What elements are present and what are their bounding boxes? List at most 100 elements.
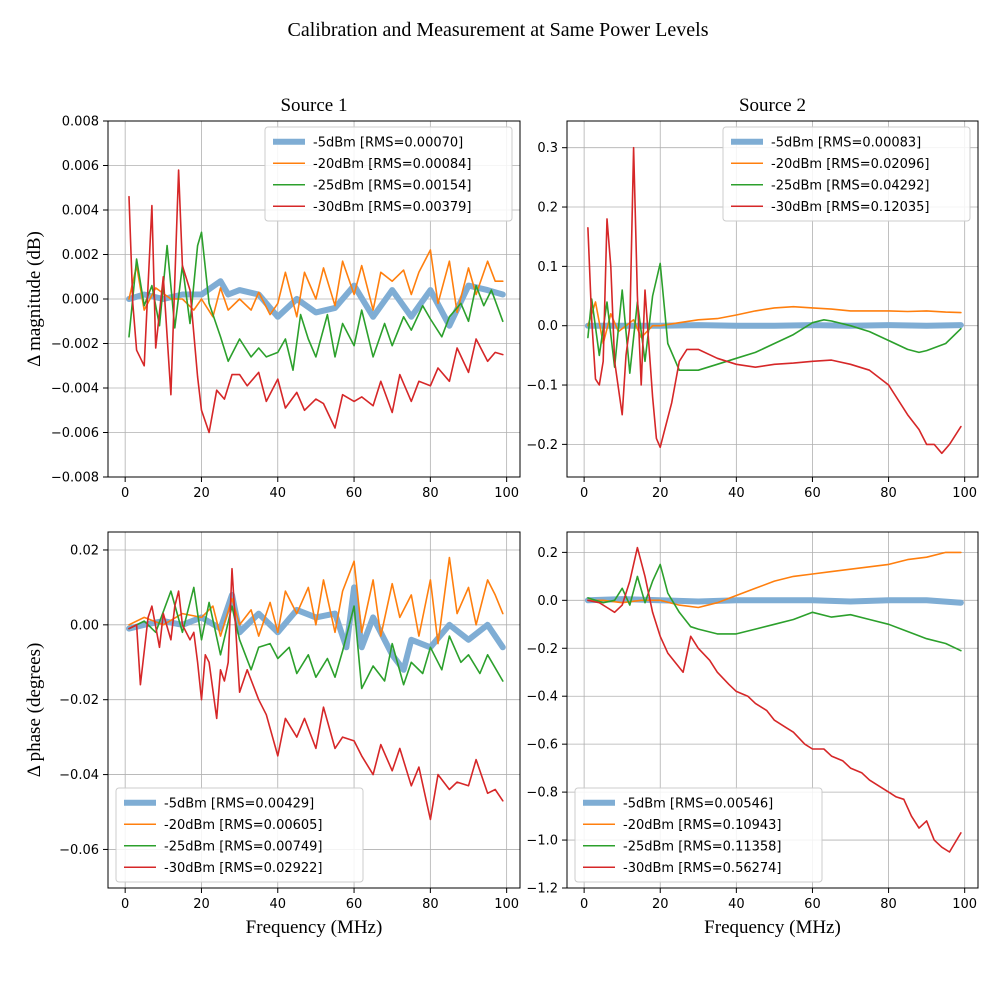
y-tick-label: −0.004 xyxy=(51,382,99,397)
legend-label: -5dBm [RMS=0.00083] xyxy=(771,135,921,150)
y-tick-label: 0.0 xyxy=(537,594,558,609)
panel-title: Source 2 xyxy=(739,95,806,116)
panel-mag_src2: 0 20 40 60 80 100 −0.2 −0.1 0.0 0.1 0.2 0.3 Source 2… xyxy=(526,95,979,501)
x-tick-label: 100 xyxy=(952,897,977,912)
x-tick-label: 60 xyxy=(346,486,363,501)
x-tick-label: 100 xyxy=(494,486,519,501)
y-tick-label: −0.008 xyxy=(51,471,99,486)
legend-label: -25dBm [RMS=0.11358] xyxy=(623,839,782,854)
y-tick-label: −0.2 xyxy=(526,438,558,453)
x-tick-label: 0 xyxy=(580,897,588,912)
legend-label: -30dBm [RMS=0.00379] xyxy=(313,200,472,215)
legend: -5dBm [RMS=0.00546] -20dBm [RMS=0.10943] -… xyxy=(574,787,823,883)
x-axis-label: Frequency (MHz) xyxy=(246,917,383,938)
legend-label: -30dBm [RMS=0.12035] xyxy=(771,200,930,215)
y-tick-label: 0.0 xyxy=(537,319,558,334)
series-line-3 xyxy=(128,169,504,434)
panel-title: Source 1 xyxy=(280,95,347,116)
series-line-0 xyxy=(126,278,506,329)
y-tick-label: −0.6 xyxy=(526,738,558,753)
y-axis-label: Δ phase (degrees) xyxy=(24,643,45,778)
panel-mag_src1: 0 20 40 60 80 100 −0.008 −0.006 −0.004 −0.002 0.00… xyxy=(24,95,521,501)
legend-label: -20dBm [RMS=0.00605] xyxy=(164,818,323,833)
series-line-1 xyxy=(587,301,962,345)
legend-label: -20dBm [RMS=0.02096] xyxy=(771,157,930,172)
y-tick-label: 0.1 xyxy=(537,260,558,275)
legend: -5dBm [RMS=0.00429] -20dBm [RMS=0.00605] -… xyxy=(115,787,364,883)
panel-phase_src1: 0 20 40 60 80 100 −0.06 −0.04 −0.02 0.00 0.02 Frequ… xyxy=(24,531,521,938)
series-line-2 xyxy=(128,586,504,690)
y-tick-label: 0.004 xyxy=(62,204,99,219)
x-tick-label: 40 xyxy=(728,486,745,501)
y-tick-label: −0.8 xyxy=(526,786,558,801)
y-tick-label: −1.2 xyxy=(526,882,558,897)
legend-label: -5dBm [RMS=0.00429] xyxy=(164,796,314,811)
series-lines xyxy=(126,169,506,434)
series-lines xyxy=(584,146,964,455)
legend: -5dBm [RMS=0.00070] -20dBm [RMS=0.00084] -… xyxy=(264,126,513,222)
legend-label: -5dBm [RMS=0.00070] xyxy=(313,135,463,150)
x-tick-label: 80 xyxy=(880,486,897,501)
y-tick-label: −0.002 xyxy=(51,337,99,352)
y-tick-label: 0.2 xyxy=(537,546,558,561)
figure-title: Calibration and Measurement at Same Powe… xyxy=(288,19,709,41)
legend-label: -20dBm [RMS=0.00084] xyxy=(313,157,472,172)
y-tick-label: −0.1 xyxy=(526,379,558,394)
x-tick-label: 20 xyxy=(652,897,669,912)
series-lines xyxy=(584,546,964,853)
x-tick-label: 0 xyxy=(121,486,129,501)
x-tick-label: 40 xyxy=(728,897,745,912)
x-tick-label: 100 xyxy=(952,486,977,501)
x-axis-label: Frequency (MHz) xyxy=(704,917,841,938)
legend: -5dBm [RMS=0.00083] -20dBm [RMS=0.02096] -… xyxy=(722,126,971,222)
axes-frame xyxy=(107,531,521,889)
x-tick-label: 80 xyxy=(880,897,897,912)
y-tick-label: 0.006 xyxy=(62,159,99,174)
legend-label: -30dBm [RMS=0.56274] xyxy=(623,861,782,876)
x-tick-label: 100 xyxy=(494,897,519,912)
legend-box xyxy=(722,126,971,222)
series-line-1 xyxy=(128,556,504,645)
y-tick-label: −0.4 xyxy=(526,690,558,705)
panel-phase_src2: 0 20 40 60 80 100 −1.2 −1.0 −0.8 −0.6 −0.4 −0.2 0.0 0… xyxy=(526,531,979,938)
y-tick-label: −0.02 xyxy=(59,693,99,708)
x-tick-label: 80 xyxy=(422,897,439,912)
y-tick-label: −0.006 xyxy=(51,426,99,441)
y-tick-label: −0.04 xyxy=(59,768,99,783)
legend-box xyxy=(574,787,823,883)
x-tick-label: 60 xyxy=(346,897,363,912)
legend-label: -25dBm [RMS=0.04292] xyxy=(771,178,930,193)
legend-label: -30dBm [RMS=0.02922] xyxy=(164,861,323,876)
series-line-3 xyxy=(587,546,962,853)
legend-box xyxy=(115,787,364,883)
series-line-2 xyxy=(128,231,504,371)
series-line-3 xyxy=(128,567,504,821)
y-tick-label: −0.06 xyxy=(59,843,99,858)
series-lines xyxy=(126,556,506,821)
series-line-2 xyxy=(587,563,962,652)
y-tick-label: 0.3 xyxy=(537,141,558,156)
x-tick-label: 0 xyxy=(580,486,588,501)
y-tick-label: −1.0 xyxy=(526,834,558,849)
y-tick-label: 0.002 xyxy=(62,248,99,263)
y-tick-label: 0.02 xyxy=(70,543,99,558)
y-tick-label: 0.008 xyxy=(62,115,99,130)
y-tick-label: 0.00 xyxy=(70,618,99,633)
x-tick-label: 0 xyxy=(121,897,129,912)
axes-frame xyxy=(566,120,979,478)
series-line-3 xyxy=(587,146,962,455)
x-tick-label: 60 xyxy=(804,486,821,501)
y-tick-label: −0.2 xyxy=(526,642,558,657)
x-tick-label: 80 xyxy=(422,486,439,501)
legend-label: -5dBm [RMS=0.00546] xyxy=(623,796,773,811)
y-tick-label: 0.2 xyxy=(537,201,558,216)
series-line-1 xyxy=(587,551,962,609)
x-tick-label: 20 xyxy=(652,486,669,501)
axes-frame xyxy=(566,531,979,889)
x-tick-label: 20 xyxy=(193,897,210,912)
series-line-1 xyxy=(128,249,504,318)
legend-box xyxy=(264,126,513,222)
x-tick-label: 60 xyxy=(804,897,821,912)
x-tick-label: 20 xyxy=(193,486,210,501)
